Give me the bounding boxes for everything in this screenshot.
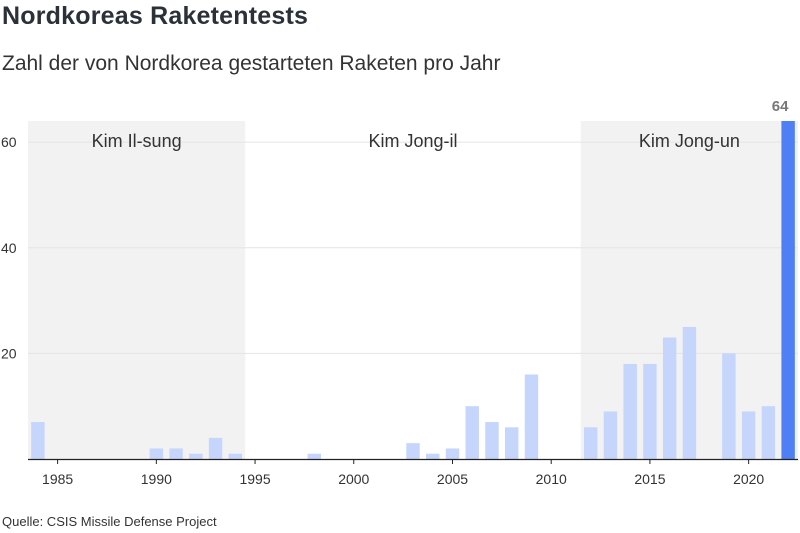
bar <box>643 363 657 459</box>
x-tick-label: 1985 <box>42 471 73 487</box>
x-tick-label: 2010 <box>536 471 567 487</box>
data-label: 64 <box>772 98 789 115</box>
era-shading <box>28 121 798 459</box>
bar <box>524 374 539 459</box>
bar <box>741 411 756 459</box>
era-label: Kim Il-sung <box>92 131 182 151</box>
bar <box>31 422 45 459</box>
bar <box>623 363 637 459</box>
bar <box>228 453 243 459</box>
bar <box>149 448 164 459</box>
y-tick-label: 60 <box>1 134 17 150</box>
bar <box>505 427 519 459</box>
bar <box>781 121 795 459</box>
bar <box>465 406 479 459</box>
bar <box>722 353 736 459</box>
y-tick-label: 20 <box>1 345 17 361</box>
bar <box>682 326 697 459</box>
bar <box>169 448 183 459</box>
bar <box>307 453 321 459</box>
bar <box>426 453 440 459</box>
bar <box>662 337 677 459</box>
bar <box>406 443 420 459</box>
bar-chart: Kim Il-sung Kim Jong-il Kim Jong-un 20 40 60 1… <box>1 98 798 487</box>
chart-subtitle: Zahl der von Nordkorea gestarteten Raket… <box>2 52 501 75</box>
bars <box>31 121 795 459</box>
bar <box>445 448 460 459</box>
bar <box>583 427 598 459</box>
bar <box>485 422 499 459</box>
chart-title: Nordkoreas Raketentests <box>2 2 309 30</box>
bar <box>603 411 618 459</box>
bar <box>761 406 776 459</box>
x-tick-label: 2000 <box>338 471 369 487</box>
x-tick-label: 1990 <box>141 471 172 487</box>
era-band <box>28 121 246 459</box>
axes <box>28 458 798 464</box>
bar <box>208 437 223 459</box>
x-tick-label: 2015 <box>634 471 665 487</box>
era-label: Kim Jong-un <box>639 131 740 151</box>
era-label: Kim Jong-il <box>368 131 457 151</box>
x-tick-label: 2005 <box>437 471 468 487</box>
bar <box>189 453 203 459</box>
source-note: Quelle: CSIS Missile Defense Project <box>2 514 217 529</box>
y-tick-label: 40 <box>1 240 17 256</box>
x-tick-label: 1995 <box>239 471 270 487</box>
labels: Kim Il-sung Kim Jong-il Kim Jong-un 20 40 60 1… <box>1 98 789 487</box>
x-tick-label: 2020 <box>733 471 764 487</box>
